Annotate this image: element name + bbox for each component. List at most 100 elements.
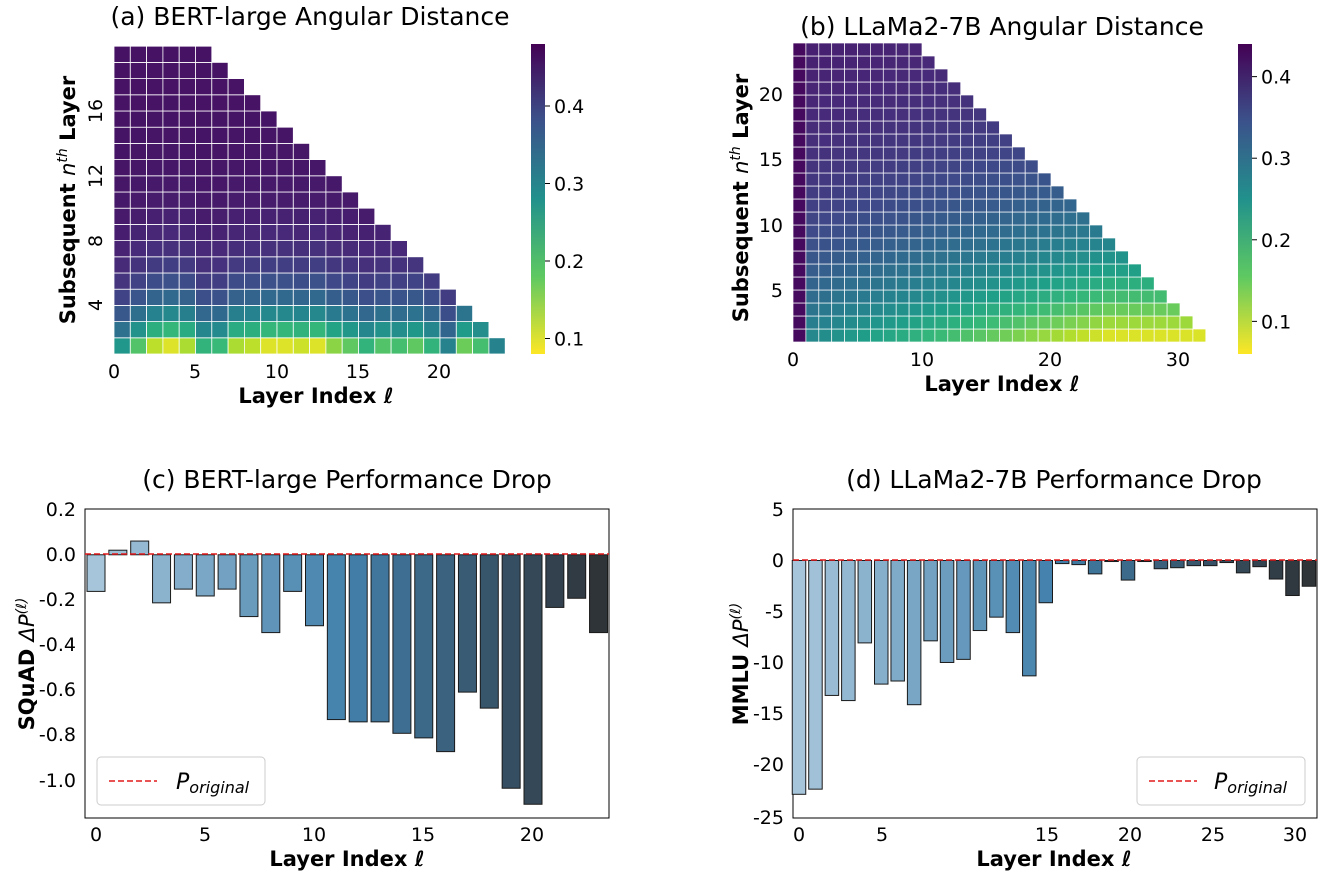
heatmap-cell	[325, 304, 343, 322]
heatmap-cell	[292, 304, 310, 322]
y-tick-label: 15	[759, 149, 783, 171]
heatmap-cell	[1024, 315, 1039, 330]
heatmap-cell	[882, 328, 897, 343]
heatmap-cell	[162, 159, 180, 177]
heatmap-cell	[947, 172, 962, 187]
heatmap-cell	[178, 175, 196, 193]
heatmap-cell	[921, 55, 936, 70]
bar	[567, 554, 587, 599]
heatmap-cell	[227, 304, 245, 322]
bar	[457, 554, 477, 693]
heatmap-cell	[113, 288, 131, 306]
heatmap-cell	[844, 198, 858, 213]
heatmap-cell	[792, 211, 807, 226]
heatmap-cell	[934, 133, 949, 148]
heatmap-cell	[1024, 224, 1039, 239]
heatmap-cell	[243, 110, 262, 128]
heatmap-cell	[243, 288, 262, 306]
heatmap-cell	[195, 272, 213, 290]
heatmap-cell	[423, 288, 441, 306]
heatmap-cell	[1037, 198, 1052, 213]
heatmap-cell	[831, 172, 845, 187]
heatmap-cell	[973, 328, 987, 343]
heatmap-cell	[895, 224, 910, 239]
heatmap-cell	[831, 94, 845, 109]
heatmap-cell	[276, 126, 294, 144]
x-tick-label: 15	[411, 824, 435, 846]
bar	[972, 560, 988, 632]
heatmap-cell	[960, 224, 974, 239]
heatmap-cell	[895, 133, 910, 148]
heatmap-cell	[831, 146, 845, 161]
heatmap-cell	[1037, 289, 1052, 304]
heatmap-cell	[831, 120, 845, 135]
heatmap-cell	[960, 133, 974, 148]
heatmap-cell	[276, 223, 294, 241]
heatmap-cell	[818, 120, 833, 135]
legend-d: Poriginal	[1136, 756, 1306, 806]
colorbar-tick-label: 0.3	[554, 174, 584, 196]
bar	[545, 554, 565, 608]
heatmap-cell	[1076, 328, 1091, 343]
heatmap-cell	[113, 191, 131, 209]
heatmap-cell	[260, 337, 278, 355]
heatmap-cell	[882, 289, 897, 304]
heatmap-cell	[113, 240, 131, 258]
heatmap-cell	[908, 198, 923, 213]
heatmap-cell	[947, 159, 962, 174]
heatmap-cell	[947, 94, 962, 109]
heatmap-cell	[129, 337, 148, 355]
heatmap-cell	[818, 263, 833, 278]
bars-d-y-ticks: 5 0 -5 -10 -15 -20 -25	[753, 499, 784, 829]
heatmap-cell	[1115, 250, 1129, 265]
heatmap-cell	[162, 321, 180, 339]
heatmap-b-y-ticks: 5 10 15 20	[759, 84, 783, 302]
heatmap-cell	[921, 198, 936, 213]
heatmap-cell	[146, 126, 164, 144]
heatmap-cell	[921, 133, 936, 148]
heatmap-cell	[146, 272, 164, 290]
heatmap-cell	[831, 276, 845, 291]
heatmap-cell	[243, 159, 262, 177]
heatmap-cell	[947, 237, 962, 252]
heatmap-cell	[792, 302, 807, 317]
bar	[791, 560, 807, 795]
heatmap-cell	[870, 198, 884, 213]
heatmap-cell	[129, 207, 148, 225]
heatmap-cell	[818, 315, 833, 330]
panel-c-bert-bars: (c) BERT-large Performance Drop 0.2 0.0 …	[14, 465, 610, 871]
heatmap-cell	[831, 159, 845, 174]
heatmap-cell	[805, 107, 820, 122]
heatmap-cell	[423, 337, 441, 355]
heatmap-cell	[960, 185, 974, 200]
heatmap-cell	[292, 191, 310, 209]
heatmap-cell	[146, 62, 164, 80]
heatmap-cell	[1102, 289, 1116, 304]
heatmap-cell	[921, 159, 936, 174]
bar	[1203, 560, 1218, 567]
heatmap-cell	[844, 302, 858, 317]
heatmap-cell	[934, 81, 949, 96]
bar	[1054, 560, 1070, 565]
heatmap-cell	[895, 250, 910, 265]
heatmap-cell	[895, 55, 910, 70]
heatmap-cell	[999, 146, 1013, 161]
heatmap-cell	[831, 68, 845, 83]
heatmap-cell	[406, 288, 425, 306]
heatmap-cell	[1153, 289, 1168, 304]
heatmap-cell	[309, 191, 327, 209]
heatmap-cell	[792, 185, 807, 200]
heatmap-cell	[934, 185, 949, 200]
heatmap-cell	[309, 175, 327, 193]
heatmap-cell	[857, 133, 871, 148]
heatmap-cell	[276, 272, 294, 290]
heatmap-cell	[947, 302, 962, 317]
heatmap-cell	[1063, 302, 1078, 317]
heatmap-cell	[472, 321, 490, 339]
heatmap-cell	[1050, 302, 1065, 317]
heatmap-cell	[358, 304, 376, 322]
heatmap-cell	[211, 272, 229, 290]
heatmap-cell	[1011, 263, 1026, 278]
legend-c-box	[96, 756, 266, 806]
heatmap-cell	[260, 256, 278, 274]
